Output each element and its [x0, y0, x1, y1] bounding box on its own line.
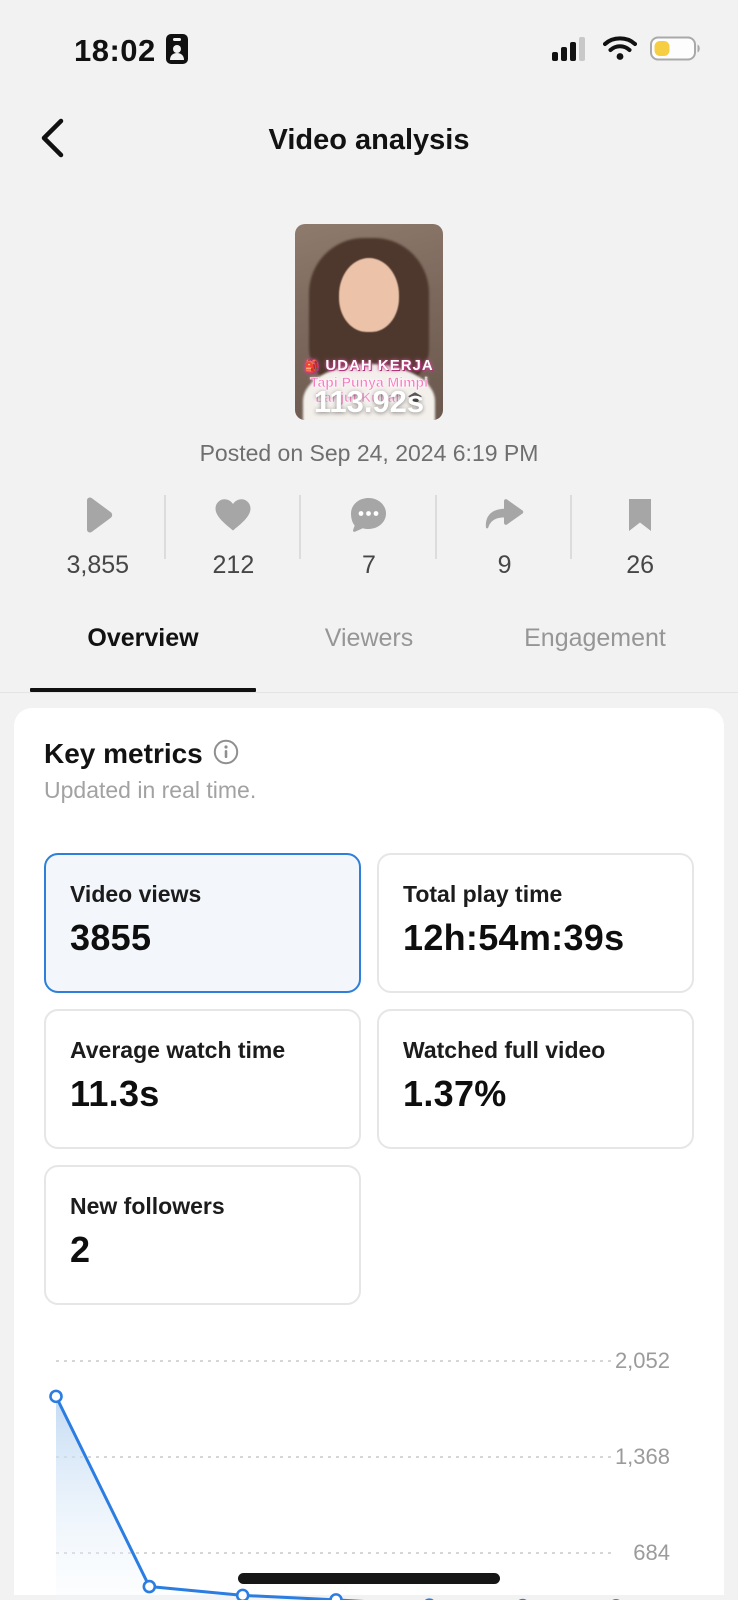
- home-indicator[interactable]: [238, 1573, 500, 1584]
- video-thumbnail[interactable]: 🎒 UDAH KERJA Tapi Punya Mimpi Lanjut Kul…: [295, 224, 443, 420]
- key-metrics-title: Key metrics: [44, 738, 203, 769]
- tabs-divider: [0, 692, 738, 693]
- retention-chart: 2,052 1,368 684: [44, 1318, 694, 1600]
- card-watched-full-video[interactable]: Watched full video 1.37%: [377, 1009, 694, 1149]
- video-duration-label: 113.92s: [313, 384, 425, 419]
- card-new-followers[interactable]: New followers 2: [44, 1165, 361, 1305]
- status-bar: 18:02: [0, 0, 738, 72]
- stat-bookmarks: 26: [572, 495, 708, 580]
- posted-date: Posted on Sep 24, 2024 6:19 PM: [199, 440, 539, 466]
- share-icon: [485, 495, 525, 535]
- svg-text:2,052: 2,052: [615, 1348, 670, 1373]
- card-total-play-time[interactable]: Total play time 12h:54m:39s: [377, 853, 694, 993]
- back-button[interactable]: [26, 114, 78, 166]
- stat-shares: 9: [437, 495, 573, 580]
- stat-plays: 3,855: [30, 495, 166, 580]
- overview-panel: Key metrics Updated in real time. Video …: [14, 708, 724, 1600]
- page-title: Video analysis: [268, 123, 470, 156]
- chevron-left-icon: [38, 117, 66, 164]
- heart-icon: [214, 495, 252, 535]
- metric-cards: Video views 3855 Total play time 12h:54m…: [44, 853, 694, 1305]
- bookmark-icon: [626, 495, 654, 535]
- analytics-tabs: Overview Viewers Engagement: [30, 610, 708, 692]
- tab-viewers[interactable]: Viewers: [324, 624, 414, 652]
- play-icon: [81, 495, 115, 535]
- svg-text:684: 684: [633, 1540, 670, 1565]
- card-average-watch-time[interactable]: Average watch time 11.3s: [44, 1009, 361, 1149]
- info-icon[interactable]: [213, 739, 239, 770]
- nav-bar: Video analysis: [0, 108, 738, 172]
- battery-icon: [650, 36, 702, 66]
- stat-comments: 7: [301, 495, 437, 580]
- key-metrics-subtitle: Updated in real time.: [44, 777, 257, 803]
- profile-badge-icon: [165, 33, 189, 70]
- wifi-icon: [603, 36, 637, 66]
- video-stats-row: 3,855 212 7 9: [0, 495, 738, 580]
- stat-likes: 212: [166, 495, 302, 580]
- card-video-views[interactable]: Video views 3855: [44, 853, 361, 993]
- svg-text:1,368: 1,368: [615, 1444, 670, 1469]
- thumbnail-caption: 🎒 UDAH KERJA Tapi Punya Mimpi Lanjut Kul…: [304, 356, 434, 406]
- status-time: 18:02: [74, 33, 156, 68]
- tab-overview[interactable]: Overview: [30, 610, 256, 692]
- tab-engagement[interactable]: Engagement: [524, 624, 666, 652]
- cellular-signal-icon: [552, 36, 590, 67]
- comment-icon: [350, 495, 387, 535]
